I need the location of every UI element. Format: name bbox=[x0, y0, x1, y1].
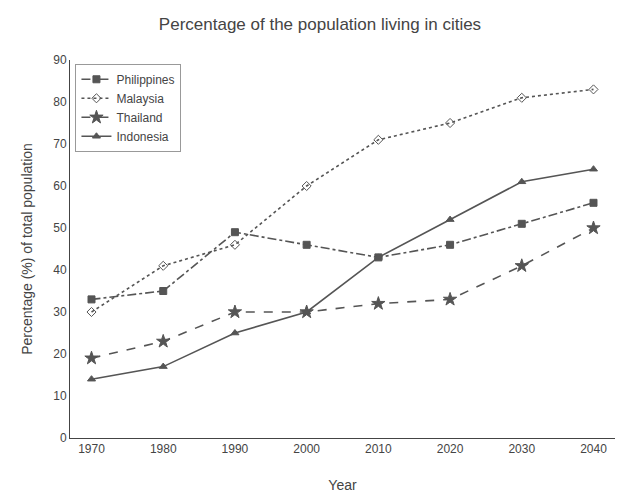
svg-text:1970: 1970 bbox=[78, 442, 105, 456]
svg-text:20: 20 bbox=[53, 347, 67, 361]
svg-text:0: 0 bbox=[60, 431, 67, 445]
svg-text:70: 70 bbox=[53, 137, 67, 151]
svg-text:2020: 2020 bbox=[437, 442, 464, 456]
svg-text:2010: 2010 bbox=[365, 442, 392, 456]
svg-text:Year: Year bbox=[328, 477, 357, 493]
svg-text:Percentage (%) of total popula: Percentage (%) of total population bbox=[19, 143, 35, 355]
svg-text:60: 60 bbox=[53, 179, 67, 193]
svg-text:30: 30 bbox=[53, 305, 67, 319]
svg-text:Indonesia: Indonesia bbox=[116, 130, 168, 144]
svg-text:2030: 2030 bbox=[508, 442, 535, 456]
svg-text:2000: 2000 bbox=[293, 442, 320, 456]
svg-text:Philippines: Philippines bbox=[116, 73, 174, 87]
svg-text:1980: 1980 bbox=[150, 442, 177, 456]
svg-text:1990: 1990 bbox=[222, 442, 249, 456]
svg-text:Thailand: Thailand bbox=[116, 111, 162, 125]
svg-text:Malaysia: Malaysia bbox=[116, 92, 164, 106]
svg-text:50: 50 bbox=[53, 221, 67, 235]
svg-text:10: 10 bbox=[53, 389, 67, 403]
svg-text:Percentage of the population l: Percentage of the population living in c… bbox=[159, 15, 481, 34]
svg-text:80: 80 bbox=[53, 95, 67, 109]
svg-text:40: 40 bbox=[53, 263, 67, 277]
svg-text:2040: 2040 bbox=[580, 442, 607, 456]
svg-text:90: 90 bbox=[53, 53, 67, 67]
